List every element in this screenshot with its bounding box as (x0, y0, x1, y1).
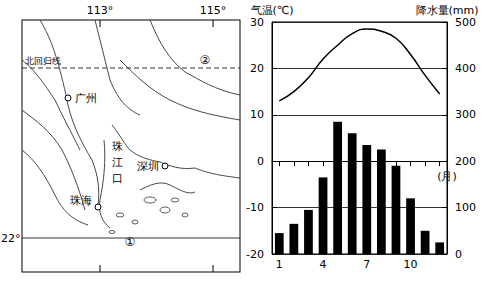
svg-text:0: 0 (455, 248, 462, 261)
svg-text:10: 10 (250, 108, 264, 121)
svg-text:7: 7 (363, 258, 370, 271)
svg-text:口: 口 (112, 172, 123, 185)
svg-text:珠海: 珠海 (70, 194, 92, 207)
svg-text:①: ① (125, 235, 136, 249)
svg-text:113°: 113° (87, 4, 114, 17)
svg-text:115°: 115° (200, 4, 227, 17)
svg-text:10: 10 (404, 258, 418, 271)
svg-text:深圳: 深圳 (137, 160, 159, 173)
svg-text:江: 江 (112, 156, 123, 169)
svg-text:-10: -10 (246, 201, 264, 214)
svg-text:300: 300 (455, 108, 476, 121)
svg-text:500: 500 (455, 16, 476, 29)
svg-text:1: 1 (276, 258, 283, 271)
svg-text:-20: -20 (246, 248, 264, 261)
svg-text:0: 0 (257, 155, 264, 168)
svg-text:4: 4 (320, 258, 327, 271)
svg-text:珠: 珠 (112, 140, 123, 153)
svg-text:22°: 22° (1, 232, 21, 245)
svg-text:降水量(mm): 降水量(mm) (415, 4, 479, 17)
svg-text:400: 400 (455, 62, 476, 75)
svg-text:200: 200 (455, 155, 476, 168)
svg-text:气温(℃): 气温(℃) (250, 4, 294, 17)
svg-text:100: 100 (455, 201, 476, 214)
svg-text:30: 30 (250, 16, 264, 29)
svg-text:(月): (月) (437, 170, 457, 183)
svg-text:广州: 广州 (75, 92, 97, 105)
svg-text:北回归线: 北回归线 (25, 56, 61, 66)
svg-text:20: 20 (250, 62, 264, 75)
svg-text:②: ② (200, 53, 211, 67)
